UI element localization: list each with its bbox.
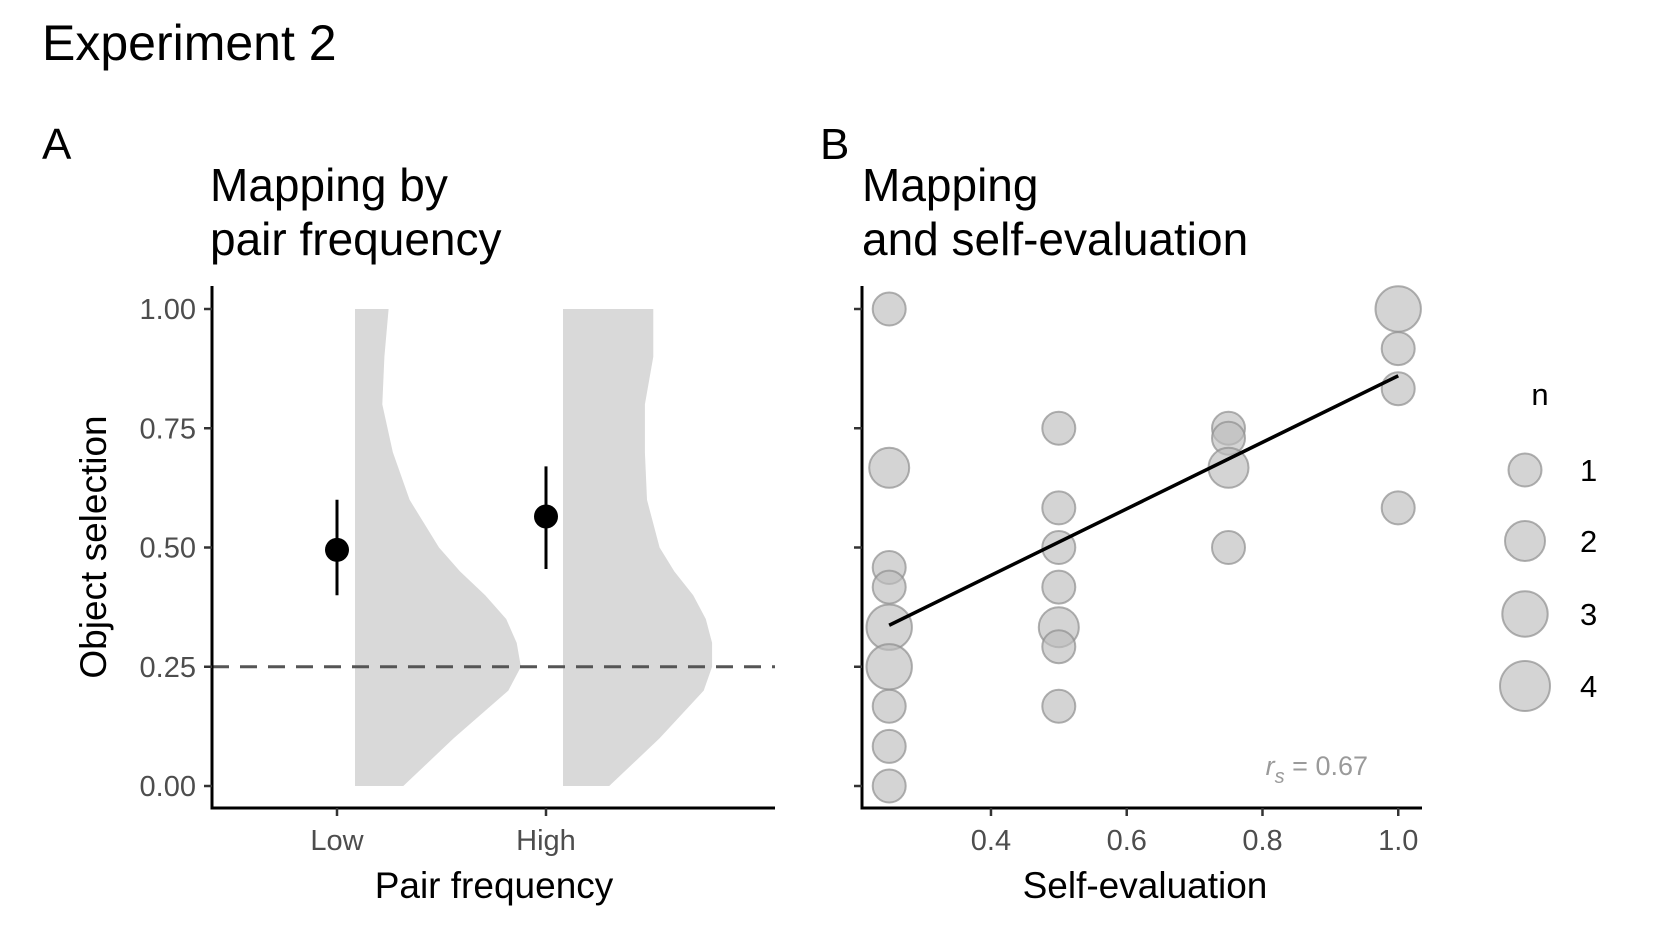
regression-line [888, 374, 1400, 627]
data-bubble [865, 643, 913, 691]
data-bubble [1041, 629, 1077, 665]
data-bubble [1380, 490, 1416, 526]
panel-b-letter: B [820, 120, 850, 169]
data-bubble [1211, 530, 1246, 565]
x-tick-label-high: High [516, 825, 576, 857]
correlation-annotation: rs = 0.67 [1266, 751, 1368, 788]
bubble-group [865, 285, 1422, 804]
x-tick-label: 0.6 [1107, 825, 1147, 857]
legend-key-label: 3 [1580, 597, 1597, 632]
legend-key-label: 2 [1580, 524, 1597, 559]
data-bubble [1041, 569, 1077, 605]
legend-key-bubble [1504, 520, 1546, 562]
mean-point-low [325, 537, 349, 562]
panel-a-plot: 0.00 0.25 0.50 0.75 1.00 Low High Pair frequenc… [73, 286, 775, 906]
panel-b-title: Mapping and self-evaluation [862, 158, 1248, 266]
legend-key-bubble [1501, 590, 1549, 638]
panel-b-title-line-1: Mapping [862, 159, 1039, 211]
y-tick-label: 1.00 [140, 294, 196, 326]
data-bubble [1041, 688, 1077, 724]
y-axis-title: Object selection [73, 415, 114, 678]
panel-a-letter: A [42, 120, 72, 169]
y-tick-label: 0.00 [140, 771, 196, 803]
violin-high [563, 309, 713, 786]
x-tick-label-low: Low [310, 825, 364, 857]
x-axis-title: Self-evaluation [1023, 865, 1268, 906]
x-tick-label: 0.8 [1242, 825, 1282, 857]
data-bubble [871, 688, 907, 724]
legend-key-label: 1 [1580, 453, 1597, 488]
data-bubble [871, 728, 907, 764]
legend-key-bubble [1507, 452, 1543, 488]
annotation-value: = 0.67 [1285, 751, 1368, 781]
panel-a-title-line-1: Mapping by [210, 159, 448, 211]
panel-b-title-line-2: and self-evaluation [862, 213, 1249, 265]
legend-key-label: 4 [1580, 669, 1597, 704]
panel-a-title-line-2: pair frequency [210, 213, 502, 265]
data-bubble [865, 603, 913, 651]
x-axis-title: Pair frequency [375, 865, 614, 906]
data-bubble [871, 768, 907, 804]
data-bubble [1374, 285, 1422, 333]
x-tick-label: 1.0 [1378, 825, 1418, 857]
data-bubble [1041, 410, 1077, 446]
legend-title: n [1531, 377, 1548, 412]
figure-title: Experiment 2 [42, 15, 337, 71]
y-tick-label: 0.50 [140, 533, 196, 565]
mean-point-high [534, 504, 558, 529]
data-bubble [1380, 331, 1416, 367]
size-legend: n 1 2 3 4 [1499, 377, 1597, 712]
x-tick-label: 0.4 [971, 825, 1011, 857]
y-tick-label: 0.25 [140, 652, 196, 684]
y-tick-label: 0.75 [140, 413, 196, 445]
annotation-subscript: s [1275, 766, 1285, 788]
violin-low [355, 309, 521, 786]
data-bubble [1041, 490, 1077, 526]
data-bubble [871, 569, 907, 605]
data-bubble [868, 446, 911, 489]
annotation-symbol: r [1266, 751, 1276, 781]
data-bubble [871, 291, 907, 327]
panel-b-plot: 0.4 0.6 0.8 1.0 rs = 0.67 Self-evaluation n 1 2 3… [854, 285, 1597, 906]
panel-a-title: Mapping by pair frequency [210, 158, 502, 266]
legend-key-bubble [1499, 660, 1551, 712]
